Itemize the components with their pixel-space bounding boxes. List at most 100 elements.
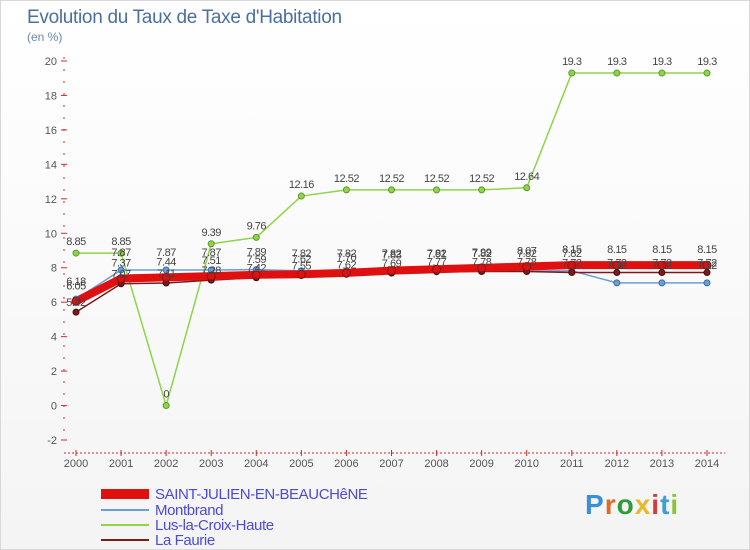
series-points <box>71 69 712 410</box>
data-label: 8.15 <box>652 244 672 256</box>
data-point <box>251 270 261 280</box>
data-label: 7.72 <box>562 258 582 270</box>
data-point <box>296 269 306 279</box>
legend-item: Lus-la-Croix-Haute <box>101 517 274 534</box>
x-tick-label: 2013 <box>650 458 674 470</box>
y-tick-label: 6 <box>51 297 57 309</box>
data-label: 7.72 <box>607 258 627 270</box>
legend-swatch <box>101 489 149 499</box>
data-point <box>703 279 711 287</box>
x-tick-label: 2012 <box>605 458 629 470</box>
data-label: 7.51 <box>202 255 222 267</box>
chart-title: Evolution du Taux de Taxe d'Habitation <box>27 7 342 28</box>
data-label: 9.39 <box>202 227 222 239</box>
data-label: 7.12 <box>697 260 717 272</box>
data-label: 5.42 <box>66 297 86 309</box>
legend-swatch <box>101 539 149 541</box>
data-label: 8.07 <box>517 246 537 258</box>
logo-letter: x <box>634 489 652 520</box>
series-line <box>75 72 708 407</box>
x-tick-label: 2005 <box>289 458 313 470</box>
data-label: 7.28 <box>202 265 222 277</box>
data-label: 7.82 <box>517 248 537 260</box>
data-point <box>206 271 216 281</box>
y-tick-label: 4 <box>51 332 57 344</box>
data-label: 7.89 <box>247 247 267 259</box>
data-label: 7.99 <box>472 247 492 259</box>
data-label: 19.3 <box>652 56 672 68</box>
data-point <box>117 249 125 257</box>
data-label: 7.12 <box>652 260 672 272</box>
y-tick-label: 0 <box>51 401 57 413</box>
logo-letter: i <box>651 489 661 520</box>
data-label: 7.83 <box>382 250 402 262</box>
data-label: 7.59 <box>247 254 267 266</box>
data-label: 8.15 <box>562 244 582 256</box>
data-label: 7.78 <box>517 257 537 269</box>
data-label: 7.42 <box>247 263 267 275</box>
x-tick-label: 2010 <box>514 458 538 470</box>
data-point <box>342 186 350 194</box>
data-label: 12.52 <box>334 173 359 185</box>
data-label: 8.85 <box>111 236 131 248</box>
proxiti-logo: Proxiti <box>585 489 679 521</box>
data-label: 7.82 <box>382 248 402 260</box>
series-lines <box>72 72 711 407</box>
data-point <box>116 274 126 284</box>
data-label: 12.52 <box>379 173 404 185</box>
y-tick-label: 14 <box>45 159 57 171</box>
data-point <box>161 272 171 282</box>
data-point <box>657 260 667 270</box>
x-tick-label: 2011 <box>560 458 584 470</box>
data-point <box>297 192 305 200</box>
data-label: 7.70 <box>337 252 357 264</box>
data-point <box>387 266 396 276</box>
data-label: 7.55 <box>292 260 312 272</box>
x-tick-label: 2000 <box>64 458 88 470</box>
data-point <box>702 260 712 270</box>
data-label: 7.87 <box>202 247 222 259</box>
data-label: 0 <box>163 389 169 401</box>
data-point <box>477 263 487 273</box>
x-tick-label: 2007 <box>379 458 403 470</box>
data-point <box>433 186 441 194</box>
legend-label: La Faurie <box>155 531 215 549</box>
data-label: 19.3 <box>607 56 627 68</box>
data-point <box>568 69 576 77</box>
data-label: 7.72 <box>697 258 717 270</box>
data-point <box>568 269 576 277</box>
logo-letter: i <box>670 489 680 520</box>
x-tick-label: 2008 <box>424 458 448 470</box>
data-point <box>162 402 170 410</box>
chart-axes: -2 0 2 4 6 8 10 12 14 16 18 20 2000 2001 2002 2003 2004 2… <box>45 56 725 470</box>
x-tick-label: 2009 <box>469 458 493 470</box>
data-point <box>72 308 80 316</box>
legend-swatch <box>101 524 149 526</box>
y-tick-label: 2 <box>51 366 57 378</box>
legend-label: Montbrand <box>155 501 224 519</box>
data-label: 6.18 <box>66 276 86 288</box>
x-tick-label: 2002 <box>154 458 178 470</box>
data-label: 12.64 <box>514 171 539 183</box>
y-tick-label: 10 <box>45 228 57 240</box>
data-label: 7.62 <box>337 259 357 271</box>
data-point <box>522 262 532 272</box>
x-tick-label: 2003 <box>199 458 223 470</box>
legend-item: La Faurie <box>101 531 215 549</box>
data-label: 7.77 <box>427 257 447 269</box>
data-point <box>612 260 622 270</box>
x-tick-label: 2014 <box>695 458 719 470</box>
y-tick-label: 18 <box>45 90 57 102</box>
legend-item: SAINT-JULIEN-EN-BEAUCHêNE <box>101 486 368 503</box>
data-point <box>71 296 81 306</box>
y-tick-label: 12 <box>45 194 57 206</box>
y-tick-label: 16 <box>45 125 57 137</box>
data-label: 7.11 <box>157 268 176 280</box>
data-label: 7.82 <box>562 248 582 260</box>
data-point <box>567 260 577 270</box>
data-label: 7.78 <box>472 257 492 269</box>
legend-item: Montbrand <box>101 501 224 519</box>
data-point <box>523 184 531 192</box>
data-point <box>613 69 621 77</box>
y-tick-label: 8 <box>51 263 57 275</box>
